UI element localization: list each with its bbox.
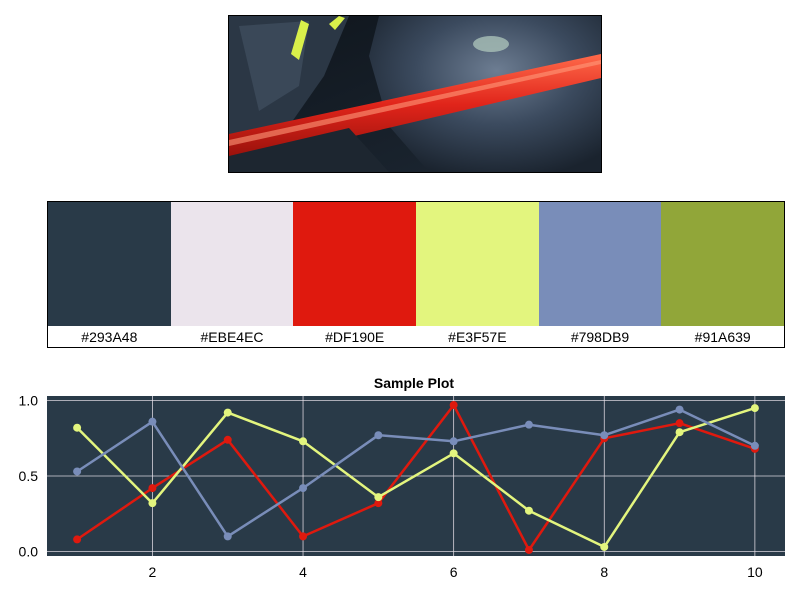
swatch-hex-label: #293A48 — [48, 326, 171, 347]
series-2-point — [148, 499, 157, 508]
chart-canvas: 2 4 6 8 10 0.0 0.5 1.0 Sample Plot — [19, 375, 785, 580]
swatch-color — [661, 202, 785, 326]
swatch-color — [416, 202, 539, 326]
series-1-point — [449, 401, 458, 410]
swatch-color — [170, 202, 294, 326]
palette-swatch: #91A639 — [661, 202, 785, 347]
swatch-hex-label: #91A639 — [661, 326, 785, 347]
x-tick-label: 6 — [450, 564, 458, 580]
series-3-point — [299, 484, 308, 493]
series-2-point — [299, 437, 308, 446]
series-2-point — [374, 493, 383, 502]
y-tick-label: 0.5 — [19, 468, 39, 484]
source-image — [228, 15, 602, 173]
series-3-point — [374, 431, 383, 440]
y-tick-label: 1.0 — [19, 393, 39, 409]
series-3-point — [675, 405, 684, 414]
swatch-hex-label: #E3F57E — [416, 326, 539, 347]
series-2-point — [73, 423, 82, 432]
lower-shadow — [229, 128, 389, 172]
x-tick-label: 4 — [299, 564, 307, 580]
series-2-point — [675, 428, 684, 437]
series-2-point — [524, 506, 533, 515]
x-tick-label: 8 — [600, 564, 608, 580]
series-3-point — [449, 437, 458, 446]
series-1-point — [223, 435, 232, 444]
palette-swatch: #293A48 — [48, 202, 171, 347]
series-3-point — [524, 420, 533, 429]
x-tick-label: 2 — [149, 564, 157, 580]
series-3-point — [600, 431, 609, 440]
series-3-point — [750, 441, 759, 450]
series-2-point — [600, 542, 609, 551]
series-3-point — [223, 532, 232, 541]
series-1-point — [374, 499, 383, 508]
armor-light — [473, 36, 509, 52]
series-1-point — [73, 535, 82, 544]
series-1-point — [299, 532, 308, 541]
palette-swatch: #798DB9 — [538, 202, 662, 347]
series-2-point — [449, 449, 458, 458]
swatch-hex-label: #798DB9 — [538, 326, 662, 347]
series-1-point — [675, 419, 684, 428]
swatch-hex-label: #DF190E — [293, 326, 417, 347]
palette-swatch: #EBE4EC — [170, 202, 294, 347]
series-1-point — [148, 484, 157, 493]
blade-highlight — [229, 60, 601, 146]
swatch-hex-label: #EBE4EC — [170, 326, 294, 347]
y-tick-label: 0.0 — [19, 543, 39, 559]
green-glow-1 — [291, 20, 309, 60]
x-tick-label: 10 — [747, 564, 763, 580]
palette-swatch: #DF190E — [293, 202, 417, 347]
green-glow-2 — [329, 16, 345, 30]
series-2-point — [223, 408, 232, 417]
color-palette: #293A48 #EBE4EC #DF190E #E3F57E #798DB9 #91A6… — [47, 201, 785, 348]
chart-title: Sample Plot — [374, 375, 454, 391]
swatch-color — [293, 202, 417, 326]
series-line-1 — [76, 403, 756, 552]
series-2-point — [750, 404, 759, 413]
series-line-2 — [76, 406, 756, 549]
swatch-color — [48, 202, 171, 326]
series-3-point — [73, 467, 82, 476]
series-1-point — [524, 545, 533, 554]
swatch-color — [538, 202, 662, 326]
image-scene — [229, 16, 601, 172]
helmet-highlight — [239, 21, 309, 111]
palette-swatch: #E3F57E — [416, 202, 539, 347]
series-3-point — [148, 417, 157, 426]
series-line-3 — [76, 408, 756, 538]
sample-plot: 2 4 6 8 10 0.0 0.5 1.0 Sample Plot — [0, 370, 800, 600]
